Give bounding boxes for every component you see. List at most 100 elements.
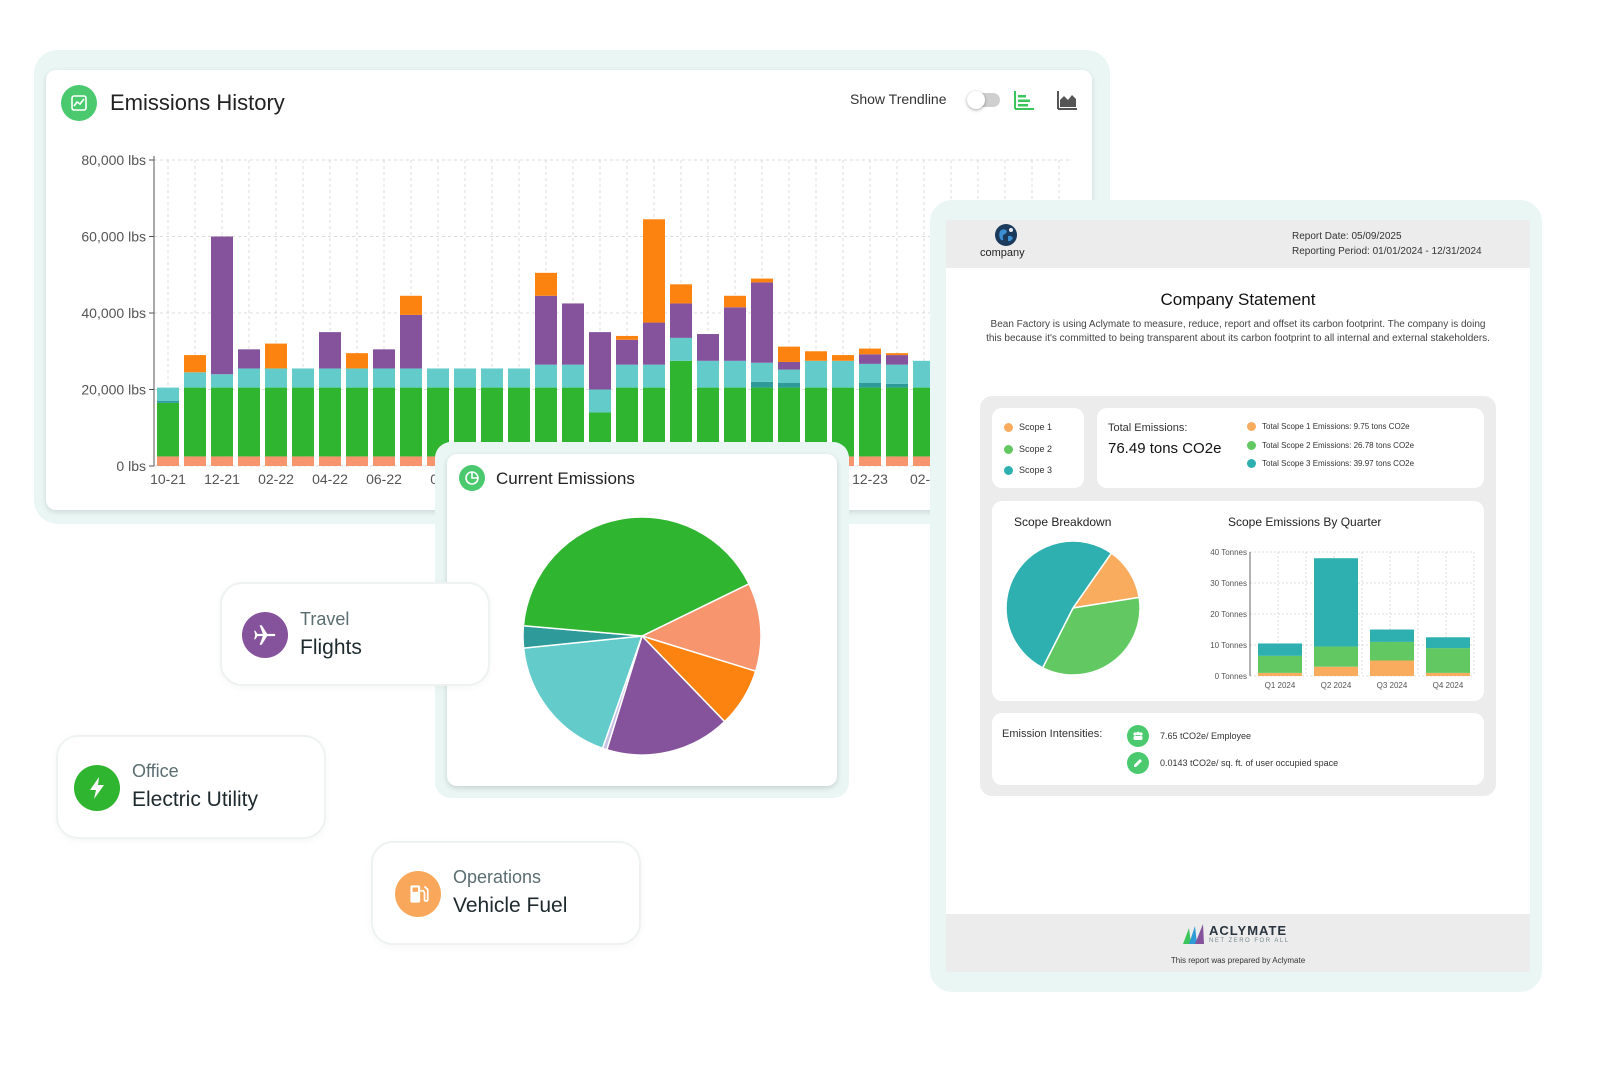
scope-breakdown-pie — [1005, 540, 1141, 676]
bar-chart-icon[interactable] — [1012, 88, 1036, 112]
bar-segment-green — [535, 387, 557, 457]
bar-segment-salmon — [346, 456, 368, 466]
bar-segment-green — [778, 387, 800, 457]
bar-segment-salmon — [319, 456, 341, 466]
y-tick-label: 20 Tonnes — [1210, 610, 1247, 619]
bar-segment-scope-1 — [1258, 672, 1302, 676]
scope-1-total: Total Scope 1 Emissions: 9.75 tons CO2e — [1247, 422, 1410, 431]
bar-segment-orange — [832, 355, 854, 361]
bar-segment-purple — [400, 314, 422, 369]
bar-segment-purple — [670, 303, 692, 338]
bar-segment-purple — [697, 334, 719, 361]
bar-segment-salmon — [265, 456, 287, 466]
bar-segment-purple — [238, 349, 260, 369]
x-tick-label: Q2 2024 — [1321, 681, 1352, 690]
pie-chart-icon — [459, 465, 485, 491]
trendline-toggle[interactable] — [967, 91, 1000, 109]
statement-title: Company Statement — [1160, 290, 1316, 309]
scope-total-text: Total Scope 2 Emissions: 26.78 tons CO2e — [1262, 441, 1415, 450]
report-date: Report Date: 05/09/2025 — [1292, 231, 1402, 242]
pie-slice-purple — [605, 634, 726, 756]
bar-segment-orange — [184, 355, 206, 373]
pie-slice-salmon — [639, 582, 762, 673]
bar-segment-green — [373, 387, 395, 457]
scope-2-total: Total Scope 2 Emissions: 26.78 tons CO2e — [1247, 441, 1414, 450]
bar-segment-orange — [751, 278, 773, 283]
bar-segment-scope-2 — [1314, 646, 1358, 667]
bar-segment-teal — [373, 368, 395, 388]
bar-segment-purple — [562, 303, 584, 365]
bar-segment-teal — [616, 364, 638, 388]
bar-segment-green — [319, 387, 341, 457]
bar-segment-salmon — [211, 456, 233, 466]
bar-segment-purple — [373, 349, 395, 369]
bar-segment-teal — [859, 363, 881, 383]
bar-segment-orange — [859, 348, 881, 355]
bar-segment-green — [265, 387, 287, 457]
line-chart-icon — [61, 85, 97, 121]
bar-segment-teal — [778, 369, 800, 383]
x-tick-label: 12-21 — [204, 471, 240, 487]
bar-segment-teal — [643, 364, 665, 388]
bar-segment-orange — [886, 353, 908, 356]
bar-segment-teal — [211, 374, 233, 388]
total-emissions-label: Total Emissions: — [1108, 422, 1188, 434]
area-chart-icon[interactable] — [1055, 88, 1079, 112]
bar-segment-green — [697, 387, 719, 457]
bar-segment-purple — [589, 332, 611, 390]
bar-segment-scope-1 — [1314, 666, 1358, 676]
fuel-pump-icon — [395, 871, 441, 917]
legend-label: Scope 1 — [1019, 422, 1053, 432]
bar-segment-green — [913, 387, 935, 457]
bar-segment-orange — [346, 353, 368, 369]
legend-dot — [1247, 422, 1256, 431]
bar-segment-teal — [886, 364, 908, 384]
globe-logo-icon — [994, 223, 1018, 247]
y-tick-label: 30 Tonnes — [1210, 579, 1247, 588]
legend-scope-2: Scope 2 — [1004, 444, 1052, 454]
emissions-history-card: 80,000 lbs 60,000 lbs 40,000 lbs 20,000 lbs… — [46, 70, 1092, 510]
bar-segment-salmon — [184, 456, 206, 466]
bar-segment-teal — [454, 368, 476, 388]
bar-segment-salmon — [157, 456, 179, 466]
bar-segment-green — [157, 402, 179, 457]
bar-segment-green — [859, 387, 881, 457]
bar-segment-teal — [319, 368, 341, 388]
bar-segment-orange — [535, 272, 557, 296]
bar-segment-orange — [616, 335, 638, 340]
bar-segment-orange — [265, 343, 287, 369]
bar-segment-green — [238, 387, 260, 457]
bar-segment-purple — [535, 295, 557, 365]
x-tick-label: 10-21 — [150, 471, 186, 487]
legend-dot — [1247, 441, 1256, 450]
aclymate-logo-icon — [1183, 924, 1205, 944]
bar-segment-scope-3 — [1426, 637, 1470, 649]
legend-dot — [1004, 422, 1013, 432]
bar-segment-orange — [400, 295, 422, 315]
pie-slice-teal — [522, 635, 644, 750]
report-header — [946, 220, 1530, 268]
bar-segment-scope-1 — [1426, 672, 1470, 676]
bar-segment-green — [751, 387, 773, 457]
bar-segment-teal — [562, 364, 584, 388]
x-tick-label: 04-22 — [312, 471, 348, 487]
bar-segment-green — [211, 387, 233, 457]
total-emissions-value: 76.49 tons CO2e — [1108, 440, 1222, 457]
bar-segment-teal — [724, 360, 746, 388]
bar-segment-purple — [616, 339, 638, 365]
y-tick-label: 0 lbs — [116, 458, 146, 474]
bar-segment-teal — [346, 368, 368, 388]
bar-segment-teal — [589, 389, 611, 413]
y-tick-label: 20,000 lbs — [81, 382, 146, 398]
bar-segment-green — [643, 387, 665, 457]
bar-segment-green — [832, 387, 854, 457]
bar-segment-teal — [265, 368, 287, 388]
reporting-period: Reporting Period: 01/01/2024 - 12/31/202… — [1292, 246, 1482, 257]
scope-breakdown-title: Scope Breakdown — [1014, 515, 1112, 529]
category-name: Electric Utility — [132, 788, 259, 811]
pencil-ruler-icon — [1127, 752, 1149, 774]
x-tick-label: 06-22 — [366, 471, 402, 487]
bar-segment-scope-1 — [1370, 660, 1414, 676]
statement-body: Bean Factory is using Aclymate to measur… — [986, 319, 1490, 344]
bar-segment-orange — [643, 219, 665, 323]
